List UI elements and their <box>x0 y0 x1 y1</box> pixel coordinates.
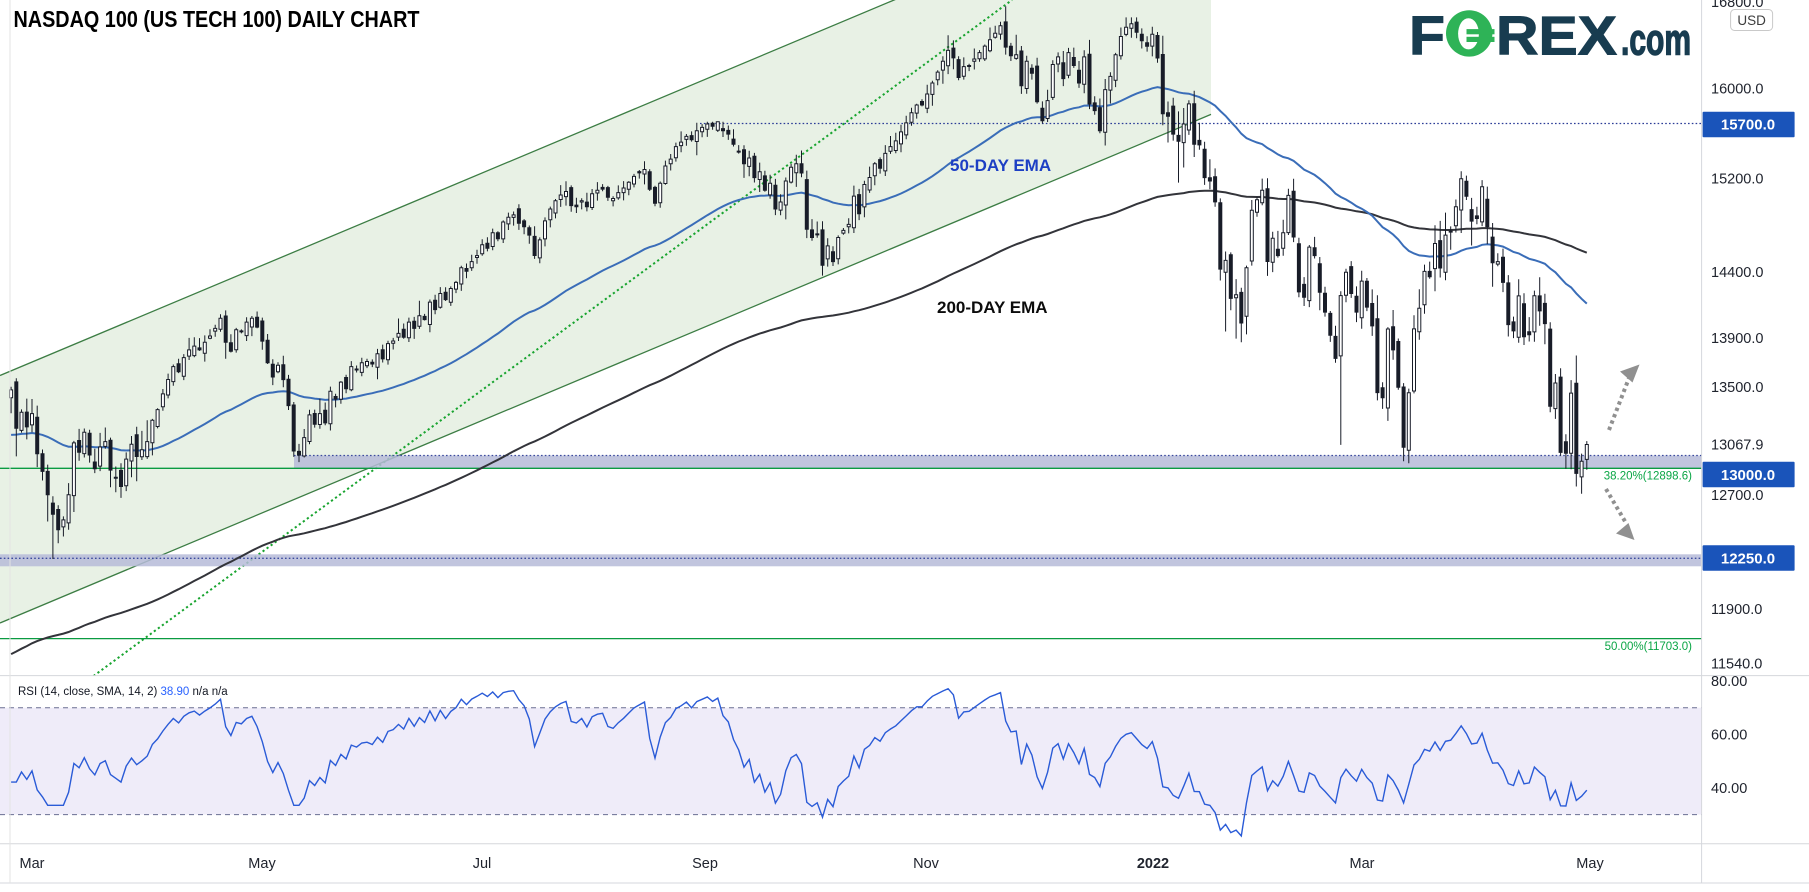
svg-text:Jul: Jul <box>473 856 492 872</box>
svg-text:12250.0: 12250.0 <box>1721 550 1775 567</box>
svg-text:40.00: 40.00 <box>1711 781 1747 797</box>
svg-text:REX: REX <box>1496 5 1617 67</box>
svg-text:15700.0: 15700.0 <box>1721 117 1775 134</box>
svg-text:Nov: Nov <box>913 856 940 872</box>
svg-text:16000.0: 16000.0 <box>1711 82 1763 98</box>
svg-text:50-DAY EMA: 50-DAY EMA <box>950 156 1051 175</box>
svg-text:11900.0: 11900.0 <box>1711 602 1762 618</box>
svg-text:13900.0: 13900.0 <box>1711 331 1763 347</box>
svg-text:15200.0: 15200.0 <box>1711 172 1763 188</box>
svg-text:13067.9: 13067.9 <box>1711 438 1763 454</box>
svg-text:2022: 2022 <box>1137 856 1169 872</box>
svg-text:USD: USD <box>1737 13 1766 28</box>
svg-text:12700.0: 12700.0 <box>1711 488 1763 504</box>
svg-text:.com: .com <box>1621 16 1691 65</box>
svg-text:16800.0: 16800.0 <box>1711 0 1763 11</box>
svg-text:13500.0: 13500.0 <box>1711 380 1763 396</box>
svg-text:Mar: Mar <box>1350 856 1375 872</box>
svg-text:Mar: Mar <box>20 856 45 872</box>
svg-text:F: F <box>1409 5 1445 67</box>
svg-text:14400.0: 14400.0 <box>1711 265 1763 281</box>
svg-text:13000.0: 13000.0 <box>1721 467 1775 484</box>
svg-text:Sep: Sep <box>692 856 718 872</box>
svg-text:RSI (14, close, SMA, 14, 2) 3: RSI (14, close, SMA, 14, 2) 38.90 n/a n/… <box>18 686 228 698</box>
svg-text:NASDAQ 100 (US TECH 100) DAILY: NASDAQ 100 (US TECH 100) DAILY CHART <box>14 6 421 32</box>
svg-text:60.00: 60.00 <box>1711 728 1747 744</box>
svg-text:May: May <box>1576 856 1604 872</box>
svg-text:80.00: 80.00 <box>1711 674 1747 690</box>
svg-text:38.20%(12898.6): 38.20%(12898.6) <box>1604 471 1692 483</box>
svg-text:11540.0: 11540.0 <box>1711 657 1762 673</box>
svg-text:200-DAY EMA: 200-DAY EMA <box>937 298 1048 317</box>
svg-text:May: May <box>248 856 276 872</box>
svg-text:50.00%(11703.0): 50.00%(11703.0) <box>1605 641 1693 653</box>
